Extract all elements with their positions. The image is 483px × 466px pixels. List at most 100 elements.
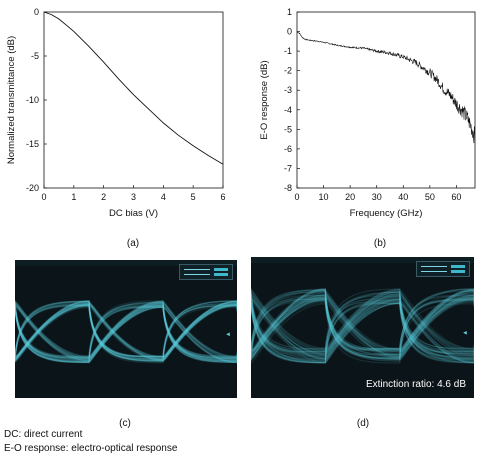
eye-d-trace xyxy=(251,288,474,349)
eye-c-trace xyxy=(15,304,237,362)
eye-c-trace xyxy=(15,303,237,361)
eye-d-trace xyxy=(251,302,474,364)
eye-c-trace xyxy=(15,304,237,361)
panel-label-c: (c) xyxy=(119,418,131,429)
eye-d-trace xyxy=(251,288,474,349)
eye-c-trace xyxy=(15,303,237,361)
eye-d-trace xyxy=(251,293,474,355)
eye-d-trace xyxy=(251,298,474,359)
eye-c-trace xyxy=(15,301,237,358)
eye-d-trace xyxy=(251,298,474,360)
eye-d-trace xyxy=(251,288,474,351)
eye-c-trace xyxy=(15,301,237,359)
eye-c-trace xyxy=(15,303,237,361)
series-line-1 xyxy=(296,31,475,144)
eye-d-trace xyxy=(251,289,474,352)
eye-d-trace xyxy=(251,294,474,356)
x-tick-label: 30 xyxy=(372,192,382,202)
eye-c-trace xyxy=(15,306,237,363)
eye-c-marker-icon: ◄ xyxy=(225,332,231,338)
x-tick-label: 50 xyxy=(425,192,435,202)
eye-c-trace xyxy=(15,306,237,364)
eye-d-trace xyxy=(251,291,474,353)
eye-d-trace xyxy=(251,293,474,356)
eye-c-trace xyxy=(15,302,237,359)
eye-d-trace xyxy=(251,296,474,357)
eye-c-trace xyxy=(15,305,237,362)
eye-c-trace xyxy=(15,303,237,360)
eye-c-trace xyxy=(15,304,237,362)
eye-c-trace xyxy=(15,305,237,362)
eye-c-trace xyxy=(15,300,237,358)
eye-d-trace xyxy=(251,289,474,351)
eye-d-trace xyxy=(251,303,474,364)
x-tick-label: 0 xyxy=(294,192,299,202)
scope-header-bar xyxy=(251,257,474,263)
x-tick-label: 3 xyxy=(131,192,136,202)
eye-c-trace xyxy=(15,300,237,358)
eye-c-trace xyxy=(15,304,237,361)
eye-d-trace xyxy=(251,299,474,360)
eye-c-trace xyxy=(15,305,237,362)
eye-c-trace xyxy=(15,304,237,361)
eye-c-trace xyxy=(15,306,237,364)
eye-d-trace xyxy=(251,294,474,356)
eye-d-trace xyxy=(251,301,474,364)
eye-d-trace xyxy=(251,290,474,353)
panel-label-d: (d) xyxy=(356,418,370,429)
y-axis-label: Normalized transmittance (dB) xyxy=(6,36,17,164)
eye-d-trace xyxy=(251,290,474,352)
eye-d-trace xyxy=(251,301,474,363)
x-tick-label: 60 xyxy=(451,192,461,202)
eye-d-trace xyxy=(251,299,474,361)
eye-d-trace xyxy=(251,298,474,359)
eye-c-trace xyxy=(15,302,237,360)
eye-d-trace xyxy=(251,298,474,360)
eye-d-trace xyxy=(251,299,474,360)
eye-d-trace xyxy=(251,288,474,352)
x-tick-label: 10 xyxy=(319,192,329,202)
eye-d-trace xyxy=(251,297,474,359)
eye-d-trace xyxy=(251,294,474,356)
eye-d-trace xyxy=(251,297,474,358)
eye-c-trace xyxy=(15,305,237,362)
eye-d-trace xyxy=(251,290,474,352)
eye-c-trace xyxy=(15,300,237,357)
eye-c-trace xyxy=(15,302,237,360)
eye-d-trace xyxy=(251,288,474,350)
eye-d-trace xyxy=(251,298,474,359)
eye-d-trace xyxy=(251,302,474,364)
eye-c-trace xyxy=(15,300,237,358)
x-axis-label: Frequency (GHz) xyxy=(350,208,423,219)
y-tick-label: 0 xyxy=(287,27,292,37)
eye-d-trace xyxy=(251,301,474,364)
eye-d-trace xyxy=(251,300,474,362)
eye-diagram-d: ◄ Extinction ratio: 4.6 dB xyxy=(251,257,474,398)
chart-b: 0 10 20 30 40 50 6010-1-2-3-4-5-6-7-8Frequency… xyxy=(259,7,476,219)
eye-d-trace xyxy=(251,295,474,357)
eye-c-trace xyxy=(15,304,237,362)
eye-d-trace xyxy=(251,295,474,356)
eye-d-trace xyxy=(251,302,474,364)
plot-frame xyxy=(43,11,224,189)
eye-c-trace xyxy=(15,306,237,364)
eye-d-trace xyxy=(251,294,474,356)
x-tick-label: 5 xyxy=(191,192,196,202)
eye-d-trace xyxy=(251,290,474,352)
eye-d-trace xyxy=(251,291,474,353)
eye-d-trace xyxy=(251,300,474,363)
eye-c-trace xyxy=(15,303,237,361)
x-tick-label: 6 xyxy=(220,192,225,202)
eye-d-trace xyxy=(251,288,474,350)
y-tick-label: -8 xyxy=(284,183,292,193)
eye-c-trace xyxy=(15,301,237,359)
footnotes: DC: direct current E-O response: electro… xyxy=(4,428,177,456)
eye-d-trace xyxy=(251,289,474,350)
y-tick-label: -4 xyxy=(284,105,292,115)
eye-pattern-d: ◄ xyxy=(251,288,474,364)
eye-d-trace xyxy=(251,300,474,362)
eye-c-trace xyxy=(15,302,237,359)
eye-c-trace xyxy=(15,302,237,360)
footnote-dc: DC: direct current xyxy=(4,429,83,440)
eye-c-trace xyxy=(15,301,237,358)
